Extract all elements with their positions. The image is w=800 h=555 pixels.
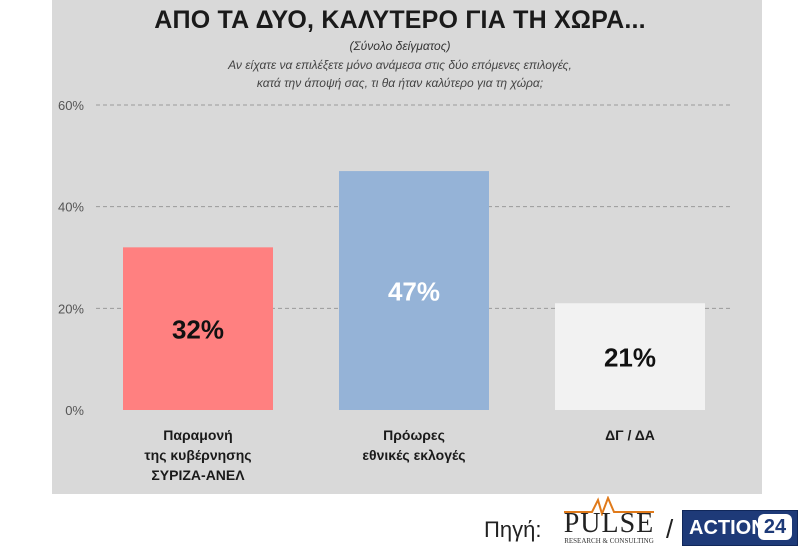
category-label: εθνικές εκλογές (362, 447, 465, 463)
pulse-logo-subtext: RESEARCH & CONSULTING (564, 537, 654, 545)
bar (555, 303, 705, 410)
bar (339, 171, 489, 410)
question-line-1: Αν είχατε να επιλέξετε μόνο ανάμεσα στις… (228, 58, 572, 72)
chart-subtitle: (Σύνολο δείγματος) (349, 39, 451, 53)
logo-separator: / (666, 514, 674, 544)
pulse-heartbeat-icon (564, 496, 654, 516)
bar-chart: 0% 20% 40% 60% 32% Παραμονή της κυβέρνησης ΣΥΡΙ… (58, 98, 732, 483)
data-label: 32% (172, 315, 224, 345)
y-tick-label: 60% (58, 98, 84, 113)
y-tick-label: 0% (65, 403, 84, 418)
source-label: Πηγή: (484, 517, 542, 542)
category-label: Πρόωρες (383, 427, 445, 443)
category-label: ΣΥΡΙΖΑ-ΑΝΕΛ (151, 467, 245, 483)
data-label: 47% (388, 277, 440, 307)
y-tick-label: 40% (58, 200, 84, 215)
question-line-2: κατά την άποψή σας, τι θα ήταν καλύτερο … (256, 76, 544, 90)
category-label: ΔΓ / ΔΑ (605, 427, 655, 443)
data-label: 21% (604, 343, 656, 373)
pulse-logo: PULSE RESEARCH & CONSULTING (562, 496, 656, 550)
action24-logo-text: ACTION (689, 517, 766, 539)
pulse-logo-text: PULSE (563, 508, 655, 539)
bar (123, 247, 273, 410)
action24-logo: ACTION 24 (682, 510, 798, 546)
action24-logo-number: 24 (758, 514, 792, 540)
chart-title: ΑΠΟ ΤΑ ΔΥΟ, ΚΑΛΥΤΕΡΟ ΓΙΑ ΤΗ ΧΩΡΑ... (154, 6, 646, 34)
category-label: της κυβέρνησης (144, 447, 251, 463)
category-label: Παραμονή (163, 427, 232, 443)
y-tick-label: 20% (58, 301, 84, 316)
